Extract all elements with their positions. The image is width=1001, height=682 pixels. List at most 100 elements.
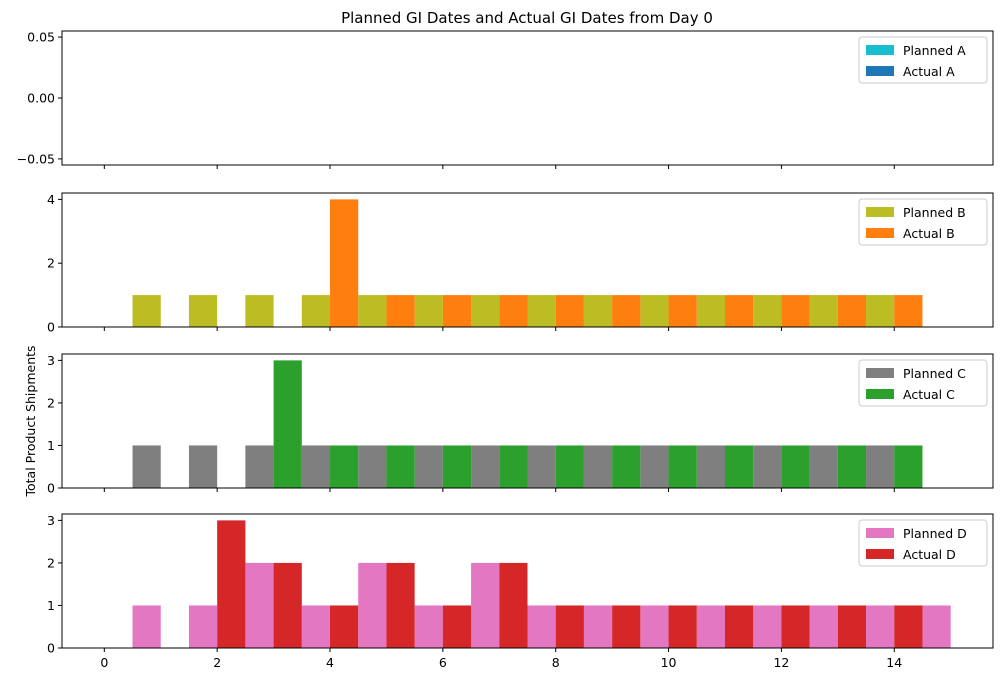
bar-b-actual-3 [499, 295, 528, 327]
bar-c-actual-10 [837, 445, 867, 488]
bar-d-actual-3 [386, 562, 415, 648]
bar-c-actual-7 [668, 445, 697, 488]
bar-d-planned-1 [188, 605, 218, 648]
bar-d-planned-13 [866, 605, 895, 648]
bar-c-actual-4 [499, 445, 528, 488]
bar-c-planned-5 [414, 445, 443, 488]
x-tick-label: 2 [213, 655, 221, 670]
bar-c-planned-1 [188, 445, 218, 488]
x-tick-label: 12 [773, 655, 789, 670]
bar-c-actual-3 [442, 445, 472, 488]
bar-d-planned-0 [132, 605, 161, 648]
bar-c-planned-11 [753, 445, 782, 488]
legend-label: Actual A [903, 64, 955, 79]
bar-d-planned-12 [809, 605, 838, 648]
y-tick-label: 1 [47, 438, 55, 453]
legend: Planned B Actual B [858, 198, 988, 246]
legend: Planned A Actual A [858, 36, 988, 84]
bar-b-planned-8 [583, 295, 613, 327]
y-tick-label: 0.05 [27, 30, 55, 45]
bar-d-actual-10 [781, 605, 810, 648]
bar-b-actual-0 [330, 199, 359, 327]
bar-b-actual-2 [442, 295, 472, 327]
legend-swatch [866, 549, 894, 559]
panel-c: 0 1 2 3 Planned C Actual C [47, 353, 994, 496]
bar-c-planned-4 [358, 445, 387, 488]
bar-b-actual-5 [612, 295, 641, 327]
bar-b-actual-4 [555, 295, 584, 327]
bar-b-actual-6 [668, 295, 697, 327]
legend-swatch [866, 528, 894, 538]
bar-c-actual-5 [555, 445, 584, 488]
bar-d-planned-7 [527, 605, 556, 648]
bar-b-planned-10 [696, 295, 725, 327]
y-tick-label: 0.00 [27, 91, 55, 106]
bar-b-planned-2 [245, 295, 274, 327]
panel-b: 0 2 4 Planned B Actual B [47, 192, 994, 335]
bar-b-planned-12 [809, 295, 838, 327]
bar-b-actual-9 [837, 295, 867, 327]
bar-c-actual-8 [724, 445, 754, 488]
bar-c-actual-11 [894, 445, 923, 488]
bar-d-planned-5 [414, 605, 443, 648]
bar-b-actual-8 [781, 295, 810, 327]
bar-d-actual-8 [668, 605, 697, 648]
bar-c-planned-12 [809, 445, 838, 488]
bar-c-actual-0 [273, 360, 302, 488]
bar-c-planned-3 [301, 445, 331, 488]
bar-d-actual-12 [894, 605, 923, 648]
y-tick-label: 3 [47, 353, 55, 368]
x-tick-label: 10 [661, 655, 677, 670]
y-tick-label: 0 [47, 320, 55, 335]
bar-c-planned-6 [471, 445, 500, 488]
legend-swatch [866, 389, 894, 399]
legend-label: Planned C [903, 366, 966, 381]
bar-b-planned-3 [301, 295, 331, 327]
bar-d-actual-2 [330, 605, 359, 648]
x-tick-label: 4 [326, 655, 334, 670]
bar-d-actual-0 [217, 520, 246, 648]
legend-label: Planned B [903, 205, 966, 220]
legend-swatch [866, 45, 894, 55]
legend: Planned D Actual D [858, 519, 988, 567]
bar-c-actual-9 [781, 445, 810, 488]
bar-d-actual-11 [837, 605, 867, 648]
bar-b-planned-6 [471, 295, 500, 327]
bar-b-actual-7 [724, 295, 754, 327]
legend-label: Planned A [903, 43, 966, 58]
y-tick-label: 2 [47, 555, 55, 570]
bar-c-actual-6 [612, 445, 641, 488]
panel-a: −0.05 0.00 0.05 Planned A Actual A [17, 30, 994, 169]
bar-b-planned-5 [414, 295, 443, 327]
bar-d-actual-5 [499, 562, 528, 648]
legend-swatch [866, 228, 894, 238]
bar-d-planned-2 [245, 562, 274, 648]
x-tick-label: 14 [886, 655, 902, 670]
legend-label: Actual C [903, 387, 955, 402]
bar-d-actual-4 [442, 605, 472, 648]
x-tick-label: 6 [439, 655, 447, 670]
bar-c-planned-2 [245, 445, 274, 488]
bar-d-planned-9 [640, 605, 669, 648]
bar-b-planned-11 [753, 295, 782, 327]
bar-c-actual-1 [330, 445, 359, 488]
bar-d-planned-3 [301, 605, 331, 648]
bar-b-actual-1 [386, 295, 415, 327]
axes-frame [61, 353, 994, 489]
bar-b-planned-7 [527, 295, 556, 327]
bar-d-planned-8 [583, 605, 613, 648]
bar-b-actual-10 [894, 295, 923, 327]
x-tick-label: 0 [100, 655, 108, 670]
bar-b-planned-13 [866, 295, 895, 327]
legend-label: Planned D [903, 526, 967, 541]
axes-frame [61, 513, 994, 649]
y-tick-label: 2 [47, 256, 55, 271]
y-tick-label: 2 [47, 395, 55, 410]
y-tick-label: 0 [47, 641, 55, 656]
y-tick-label: 4 [47, 192, 55, 207]
legend-swatch [866, 207, 894, 217]
bar-b-planned-9 [640, 295, 669, 327]
bar-b-planned-4 [358, 295, 387, 327]
bar-c-planned-8 [583, 445, 613, 488]
bar-d-actual-9 [724, 605, 754, 648]
